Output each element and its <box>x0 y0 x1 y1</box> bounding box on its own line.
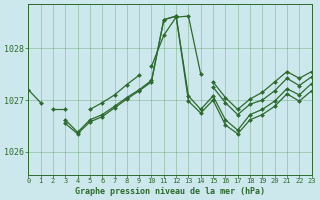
X-axis label: Graphe pression niveau de la mer (hPa): Graphe pression niveau de la mer (hPa) <box>75 187 265 196</box>
